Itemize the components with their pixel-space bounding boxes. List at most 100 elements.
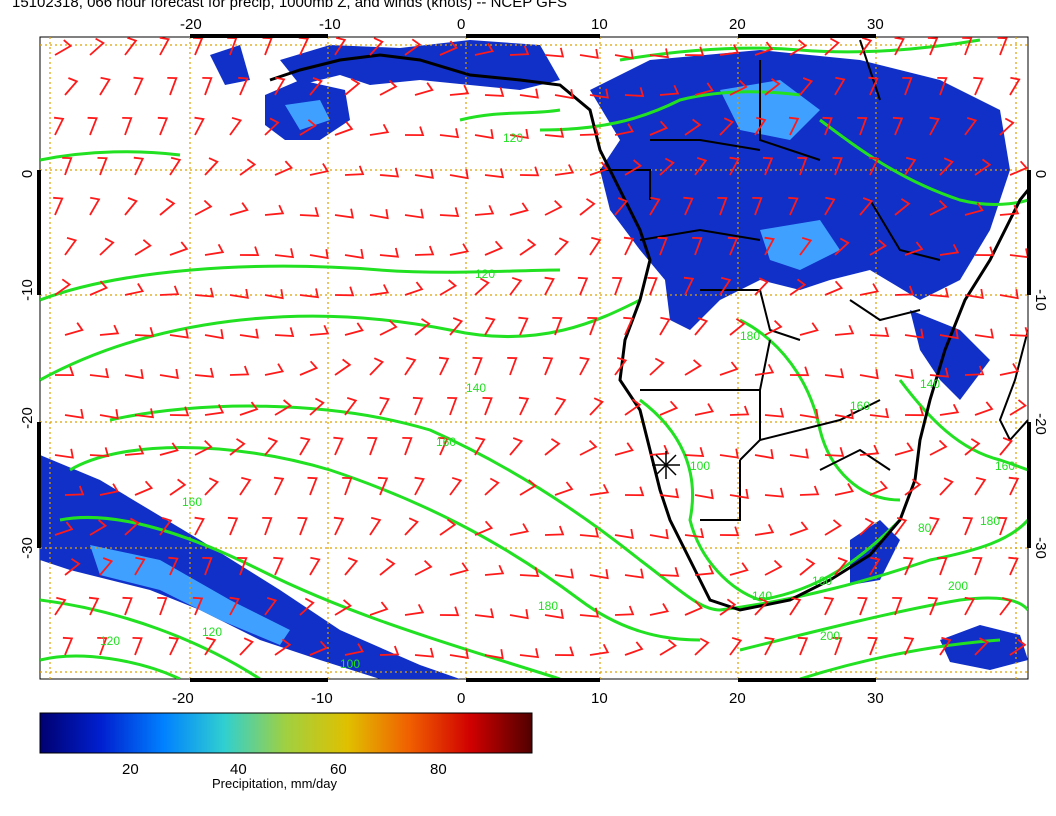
lat-tick-label: -10 <box>1032 289 1049 311</box>
lon-tick-label: -20 <box>172 690 194 707</box>
wind-barb <box>239 158 257 176</box>
wind-barb <box>939 329 959 340</box>
wind-barb <box>764 559 783 576</box>
wind-barb <box>509 276 523 296</box>
wind-barb <box>484 649 504 660</box>
wind-barb <box>509 609 529 620</box>
wind-barb <box>97 157 108 176</box>
wind-barb <box>414 245 435 256</box>
contour-line <box>539 90 801 132</box>
wind-barb <box>54 278 72 296</box>
wind-barb <box>62 157 73 176</box>
wind-barb <box>684 528 705 539</box>
wind-barb <box>87 116 98 136</box>
wind-barb <box>649 120 669 136</box>
wind-barb <box>449 648 469 659</box>
wind-barb <box>544 47 565 58</box>
contour-labels: 120 140 160 160 180 120 120 100 100 180 … <box>100 131 1015 671</box>
wind-barb <box>414 168 434 179</box>
wind-barb <box>859 517 875 536</box>
wind-barb <box>333 516 345 536</box>
contour-label: 120 <box>100 634 120 648</box>
wind-barb <box>299 360 319 376</box>
wind-barb <box>764 78 781 96</box>
wind-barb <box>449 243 470 256</box>
wind-barb <box>857 597 868 616</box>
wind-barb <box>659 639 677 656</box>
wind-barb <box>929 199 948 216</box>
wind-barb <box>754 597 769 616</box>
wind-barb <box>929 516 940 536</box>
wind-barb <box>904 406 925 417</box>
contour-label: 140 <box>752 589 772 603</box>
contour-label: 180 <box>538 599 558 613</box>
wind-barb <box>834 483 855 496</box>
wind-barb <box>999 437 1013 456</box>
wind-barb <box>227 516 239 536</box>
contour-line <box>59 516 561 679</box>
wind-barb <box>999 596 1013 616</box>
contour-label: 200 <box>820 629 840 643</box>
wind-barb <box>614 605 635 616</box>
wind-barb <box>929 439 948 456</box>
wind-barb <box>649 603 670 616</box>
wind-barb <box>134 239 152 256</box>
wind-barb <box>554 646 575 657</box>
wind-barb <box>799 485 820 496</box>
wind-barb <box>194 439 213 456</box>
wind-barb <box>799 236 813 256</box>
wind-barb <box>974 246 995 257</box>
wind-barb <box>614 49 634 60</box>
wind-barb <box>894 516 908 536</box>
precip-area-congo <box>590 50 1010 330</box>
wind-barb <box>903 556 914 576</box>
wind-barb <box>623 236 635 256</box>
wind-barb <box>624 159 643 176</box>
wind-barb <box>474 43 495 56</box>
wind-barb <box>64 236 78 256</box>
wind-barb <box>414 559 433 576</box>
frame-tick-bars <box>37 34 1031 682</box>
wind-barb <box>579 48 599 59</box>
wind-barb <box>939 157 954 176</box>
wind-barb <box>229 202 249 216</box>
contour-line <box>40 298 641 382</box>
wind-barb <box>729 562 749 576</box>
wind-barb <box>344 248 364 259</box>
wind-barb <box>764 407 785 418</box>
wind-barb <box>299 206 320 217</box>
wind-barb <box>344 396 358 416</box>
wind-barb <box>204 404 225 416</box>
wind-barb <box>544 127 565 138</box>
wind-barb <box>614 528 634 539</box>
country-borders <box>600 39 941 521</box>
wind-barb <box>54 366 75 377</box>
wind-barb <box>474 204 495 216</box>
wind-barb <box>964 438 981 456</box>
wind-barb <box>589 161 609 176</box>
wind-barb <box>612 277 623 296</box>
wind-barb <box>824 196 836 216</box>
wind-barb <box>832 637 843 656</box>
wind-barb <box>623 316 634 336</box>
wind-barb <box>309 640 329 656</box>
wind-barb <box>159 368 179 379</box>
lon-tick-label: 10 <box>591 690 608 707</box>
wind-barb <box>1009 160 1028 176</box>
wind-barb <box>859 283 880 296</box>
wind-barb <box>89 37 105 56</box>
wind-barb <box>274 327 295 337</box>
wind-barb <box>64 558 81 576</box>
frame-tick-bar <box>37 170 41 295</box>
wind-barb <box>519 238 537 256</box>
wind-barb <box>439 40 459 56</box>
wind-barb <box>334 286 355 297</box>
wind-barb <box>54 448 74 459</box>
wind-barb <box>99 409 119 420</box>
lat-tick-label: 0 <box>1032 170 1049 178</box>
contour-line <box>109 404 721 612</box>
wind-barb <box>859 197 874 216</box>
wind-barb <box>62 636 74 656</box>
wind-barb <box>789 596 802 616</box>
wind-barb <box>134 556 146 576</box>
